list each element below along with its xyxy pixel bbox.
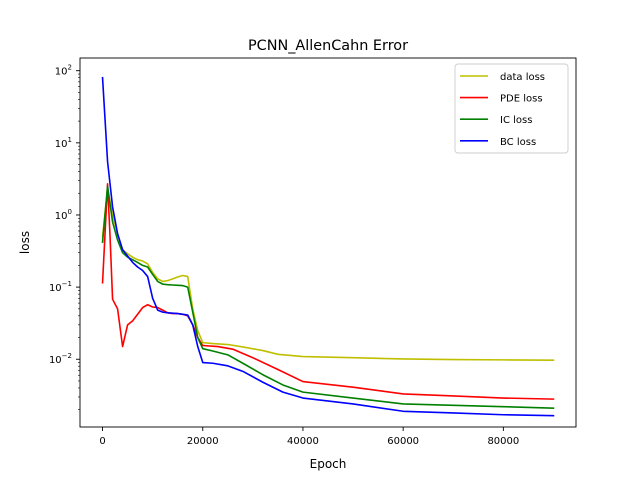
y-tick-label: 100	[55, 208, 72, 222]
chart-title: PCNN_AllenCahn Error	[248, 38, 408, 54]
series-line-3	[101, 76, 555, 417]
plot-frame	[79, 57, 577, 428]
series-line-0	[101, 188, 555, 362]
x-axis: 0 20000 40000 60000 80000	[99, 427, 519, 447]
legend: data loss PDE loss IC loss BC loss	[454, 63, 569, 154]
legend-label-2: IC loss	[500, 115, 532, 126]
x-tick-label: 20000	[187, 436, 219, 447]
y-axis-label: loss	[18, 231, 32, 254]
legend-label-3: BC loss	[500, 137, 536, 148]
x-tick-label: 80000	[487, 436, 519, 447]
x-tick-label: 0	[99, 436, 105, 447]
y-tick-label: 102	[55, 64, 72, 78]
x-tick-label: 60000	[387, 436, 419, 447]
x-tick-label: 40000	[287, 436, 319, 447]
x-axis-label: Epoch	[310, 457, 347, 471]
y-tick-label: 10−1	[49, 280, 72, 294]
y-tick-label: 101	[55, 136, 72, 150]
legend-label-1: PDE loss	[500, 94, 543, 105]
legend-frame	[454, 63, 569, 154]
legend-label-0: data loss	[500, 72, 545, 83]
y-axis: 10−2 10−1 100 101 102	[49, 64, 80, 410]
series-layer	[101, 76, 555, 417]
y-tick-label: 10−2	[49, 352, 72, 366]
